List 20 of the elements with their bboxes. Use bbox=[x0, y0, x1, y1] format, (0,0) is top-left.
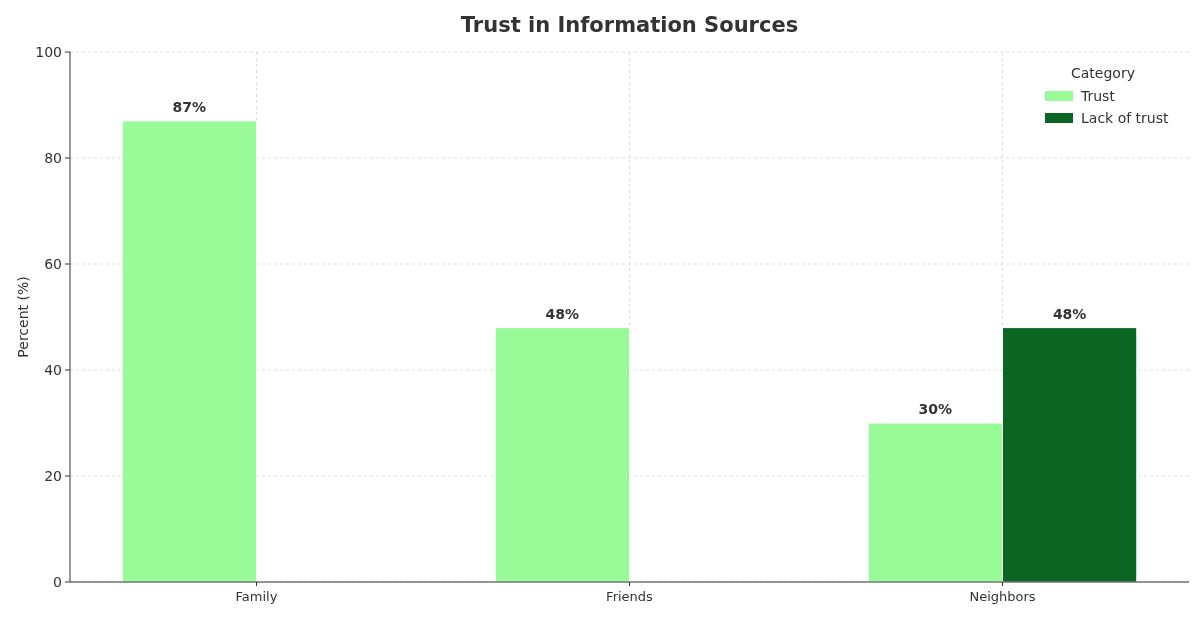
y-tick-label: 40 bbox=[44, 361, 62, 378]
x-tick-label: Friends bbox=[606, 589, 654, 604]
x-tick-label: Neighbors bbox=[969, 589, 1036, 604]
data-label: 48% bbox=[1052, 305, 1087, 322]
y-axis-title: Percent (%) bbox=[15, 276, 31, 358]
data-label: 30% bbox=[918, 401, 953, 417]
legend-label: Trust bbox=[1080, 87, 1116, 104]
bar bbox=[494, 327, 630, 583]
y-tick-label: 60 bbox=[44, 255, 62, 272]
legend-label: Lack of trust bbox=[1081, 109, 1169, 126]
data-label: 48% bbox=[545, 305, 580, 322]
x-tick-label: Family bbox=[235, 589, 278, 604]
y-tick-label: 100 bbox=[35, 43, 62, 60]
data-label: 87% bbox=[172, 98, 207, 115]
y-tick-label: 80 bbox=[44, 149, 62, 166]
legend-title: Category bbox=[1071, 65, 1135, 81]
chart-title: Trust in Information Sources bbox=[460, 13, 799, 37]
y-tick-label: 0 bbox=[53, 573, 62, 590]
y-tick-label: 20 bbox=[44, 467, 62, 484]
bar bbox=[121, 120, 257, 583]
